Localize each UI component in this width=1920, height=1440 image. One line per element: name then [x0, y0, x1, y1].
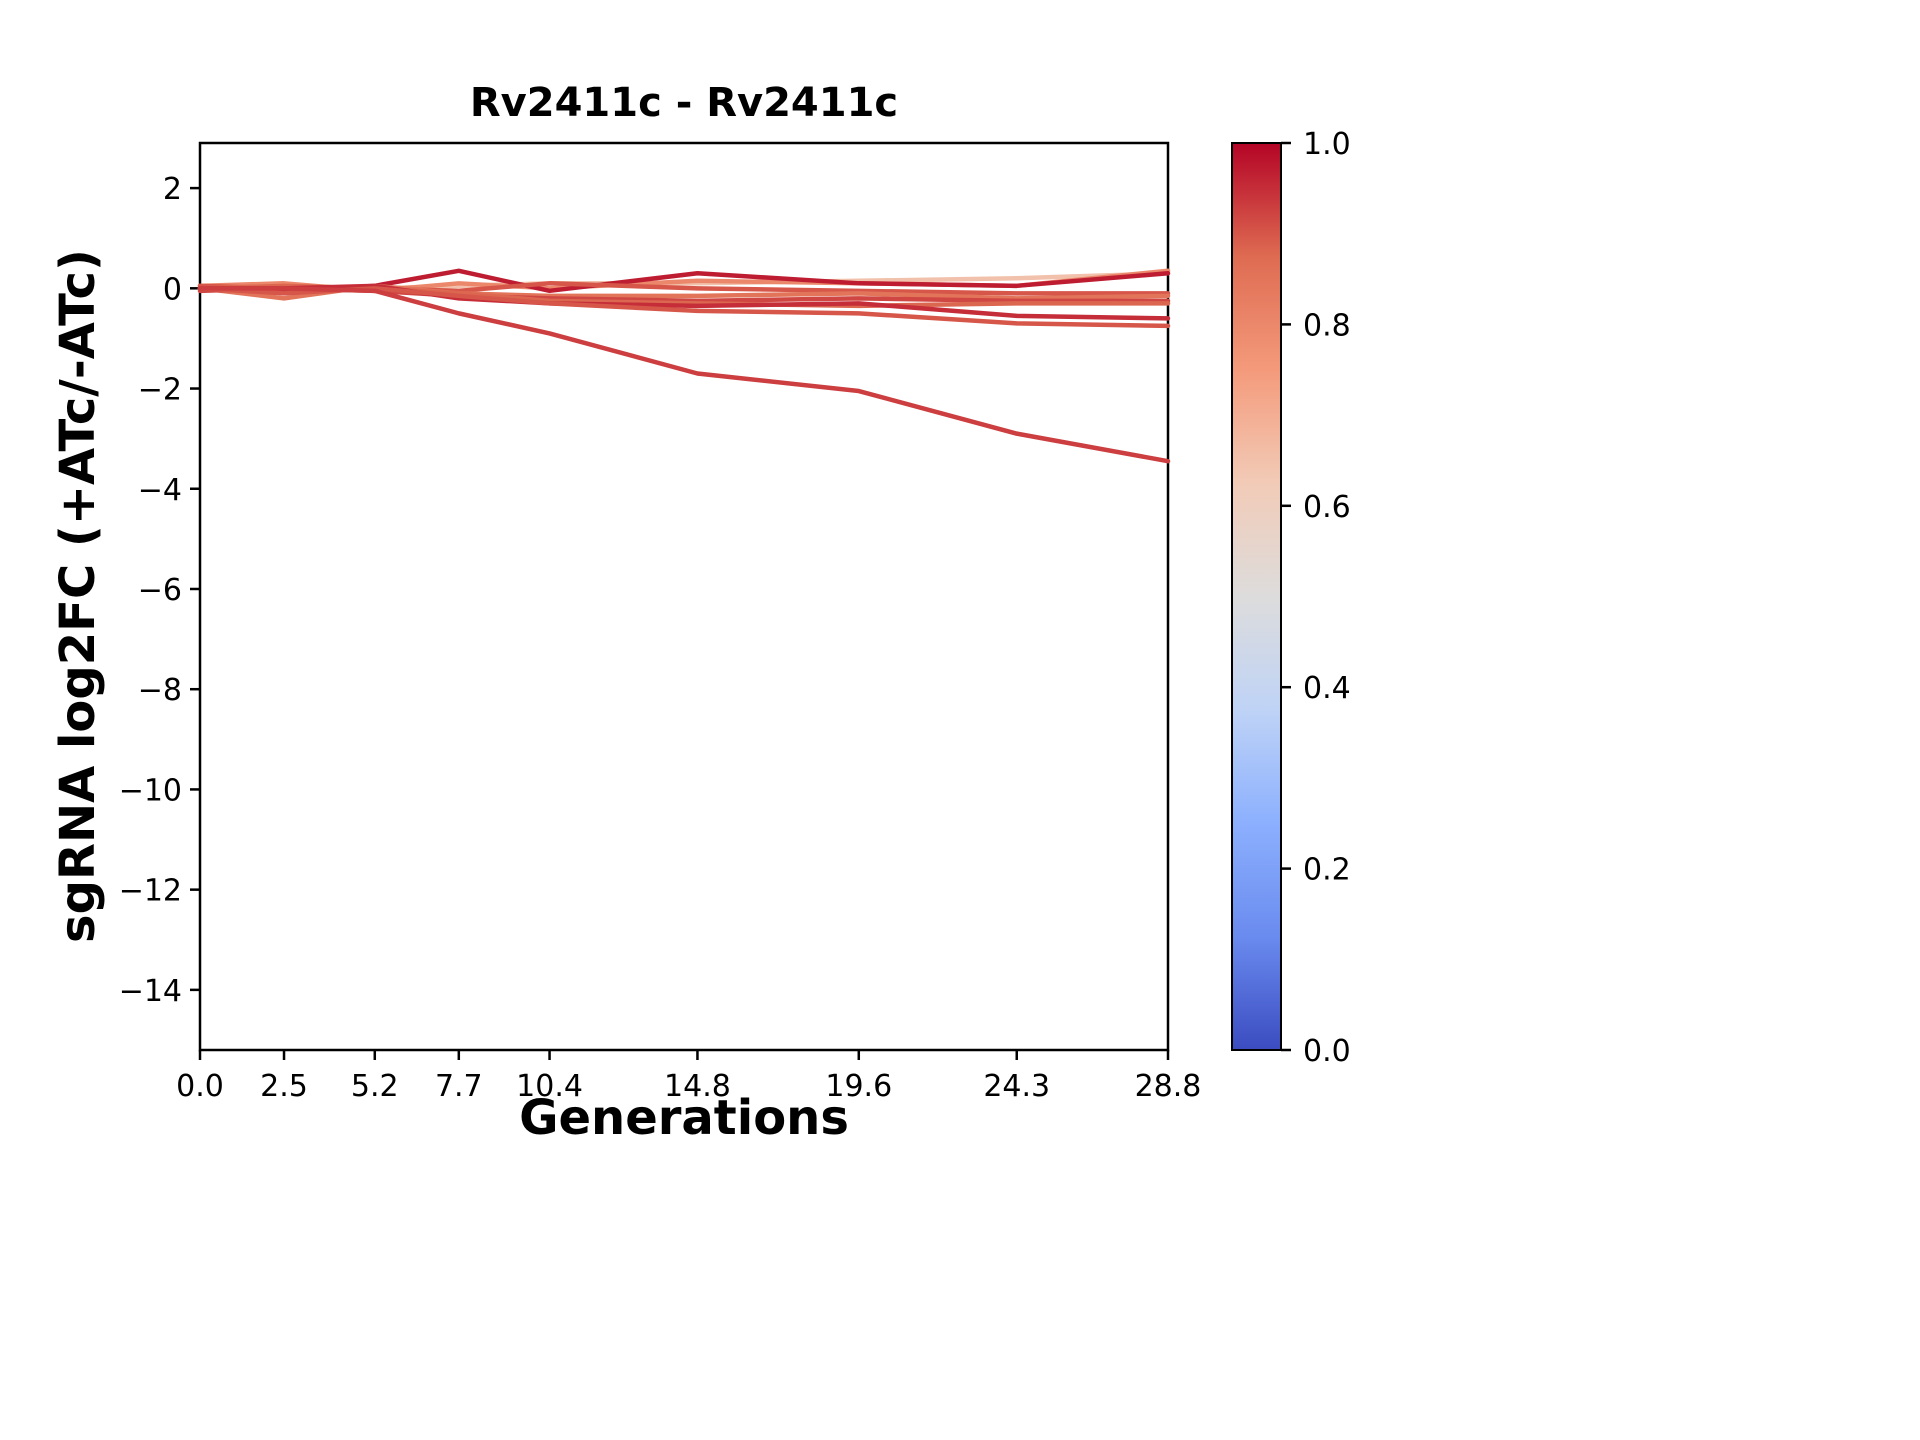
x-tick-label: 14.8 [664, 1069, 731, 1104]
series-line [197, 283, 1171, 301]
series-line [197, 286, 1171, 329]
y-axis: 2 0 −2 −4 −6 −8 −10 −12 −14 [119, 172, 200, 1009]
x-tick-label: 28.8 [1135, 1069, 1202, 1104]
x-tick-label: 10.4 [516, 1069, 583, 1104]
y-tick-label: −2 [138, 373, 182, 408]
x-tick-label: 24.3 [983, 1069, 1050, 1104]
colorbar-tick-label: 0.0 [1303, 1034, 1351, 1069]
y-axis-label: sgRNA log2FC (+ATc/-ATc) [50, 249, 106, 943]
axes [198, 141, 1170, 1052]
x-axis: 0.0 2.5 5.2 7.7 10.4 14.8 19.6 24.3 28.8 [176, 1050, 1201, 1104]
y-tick-label: −14 [119, 974, 182, 1009]
x-tick-label: 7.7 [435, 1069, 483, 1104]
x-tick-label: 2.5 [260, 1069, 308, 1104]
colorbar: 0.0 0.2 0.4 0.6 0.8 1.0 [1231, 127, 1351, 1069]
x-tick-label: 5.2 [351, 1069, 399, 1104]
y-tick-label: −10 [119, 773, 182, 808]
colorbar-tick-label: 0.4 [1303, 671, 1351, 706]
x-axis-label: Generations [519, 1090, 849, 1146]
colorbar-tick-label: 0.8 [1303, 308, 1351, 343]
y-tick-label: −12 [119, 874, 182, 909]
y-tick-label: −6 [138, 573, 182, 608]
colorbar-tick-label: 0.6 [1303, 490, 1351, 525]
series-line [197, 286, 1171, 464]
colorbar-tick-label: 0.2 [1303, 853, 1351, 888]
y-tick-label: −4 [138, 473, 182, 508]
y-tick-label: 0 [163, 272, 182, 307]
x-tick-label: 0.0 [176, 1069, 224, 1104]
y-tick-label: −8 [138, 673, 182, 708]
series-lines [197, 268, 1171, 464]
chart-title: Rv2411c - Rv2411c [469, 80, 899, 126]
colorbar-tick-label: 1.0 [1303, 127, 1351, 162]
x-tick-label: 19.6 [825, 1069, 892, 1104]
y-tick-label: 2 [163, 172, 182, 207]
